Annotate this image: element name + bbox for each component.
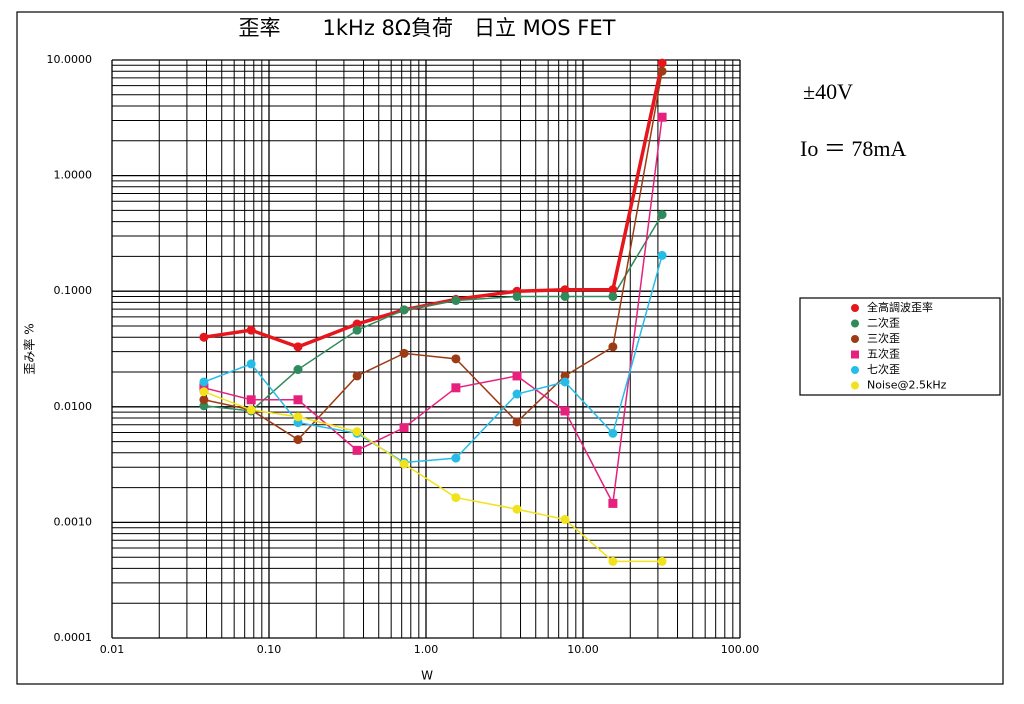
series-line [203,391,663,563]
data-point [560,406,570,416]
data-point [657,58,667,68]
data-point [451,296,461,306]
data-point [608,291,618,301]
annotation: Io ＝ 78mA [800,136,906,161]
data-point [293,395,303,405]
data-point [352,325,362,335]
x-tick-label: 100.00 [721,643,760,656]
y-tick-label: 0.1000 [54,284,93,297]
data-point [352,371,362,381]
data-point [657,210,667,220]
data-point [199,387,209,397]
data-point [560,291,570,301]
y-tick-label: 1.0000 [54,169,93,182]
data-point [293,435,303,445]
data-point [399,305,409,315]
data-point [512,504,522,514]
data-point [451,383,461,393]
legend-marker [851,366,859,374]
series-line [203,71,663,441]
legend [799,297,1001,396]
data-point [657,250,667,260]
y-tick-label: 0.0100 [54,400,93,413]
chart-title: 歪率 1kHz 8Ω負荷 日立 MOS FET [239,16,616,40]
legend-marker [851,350,859,359]
data-point [451,453,461,463]
legend-label: 五次歪 [867,347,900,361]
legend-label: 二次歪 [867,316,900,330]
data-point [246,405,256,415]
y-tick-label: 10.0000 [47,53,93,66]
data-point [199,332,209,342]
data-point [246,395,256,405]
data-point [657,112,667,122]
data-point [451,493,461,503]
y-tick-label: 0.0010 [54,515,93,528]
data-point [352,445,362,455]
data-point [608,498,618,508]
data-point [246,359,256,369]
data-point [293,342,303,352]
data-point [399,348,409,358]
data-point [512,417,522,427]
data-point [399,459,409,469]
series-line [203,255,663,464]
x-tick-label: 1.00 [414,643,439,656]
legend-label: 七次歪 [867,362,900,376]
y-axis-label: 歪み率 % [22,323,37,374]
data-point [560,377,570,387]
data-point [608,428,618,438]
legend-label: 全高調波歪率 [867,300,933,314]
x-axis-label: W [421,669,433,683]
data-point [246,325,256,335]
data-point [608,285,618,295]
series-line [203,117,663,506]
data-point [352,319,362,329]
data-point [512,371,522,381]
legend-marker [851,319,859,328]
legend-marker [851,381,859,390]
data-point [608,342,618,352]
x-tick-label: 10.00 [567,643,599,656]
legend-marker [851,335,859,343]
data-point [657,556,667,566]
frame [16,11,1004,685]
y-tick-label: 0.0001 [54,631,93,644]
data-point [199,377,209,387]
data-point [512,389,522,399]
data-point [399,423,409,433]
legend-label: Noise@2.5kHz [867,379,947,392]
legend-marker [851,304,859,312]
data-point [293,365,303,375]
series-line [203,214,663,412]
annotation: ±40V [803,79,853,104]
x-tick-label: 0.01 [100,643,125,656]
data-point [560,514,570,524]
legend-label: 三次歪 [867,331,900,345]
data-point [657,66,667,76]
data-point [352,427,362,437]
data-point [512,291,522,301]
x-tick-label: 0.10 [257,643,282,656]
data-point [199,395,209,405]
data-point [451,354,461,364]
data-point [560,285,570,295]
data-point [293,412,303,422]
data-point [608,556,618,566]
